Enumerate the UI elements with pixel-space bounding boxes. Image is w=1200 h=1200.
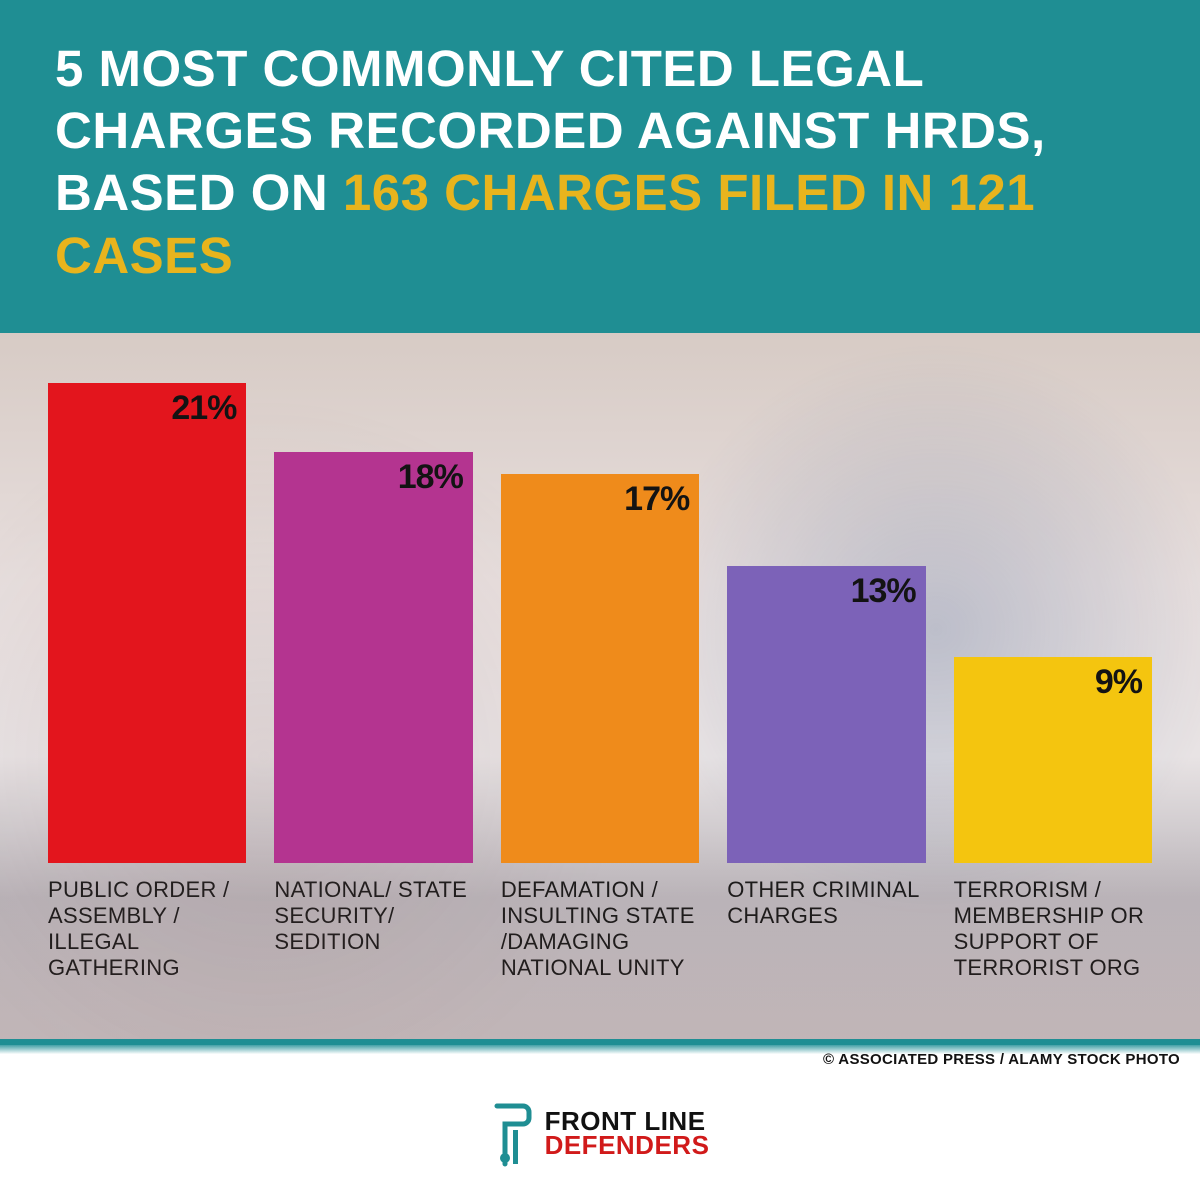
org-logo: FRONT LINE DEFENDERS xyxy=(491,1100,710,1168)
photo-credit: © ASSOCIATED PRESS / ALAMY STOCK PHOTO xyxy=(0,1045,1200,1068)
chart-area: 21% 18% 17% 13% 9% PUBLIC ORDER / ASSEMBLY /… xyxy=(0,327,1200,1045)
footer: FRONT LINE DEFENDERS xyxy=(0,1068,1200,1200)
bar-value-label: 21% xyxy=(171,389,236,428)
headline: 5 MOST COMMONLY CITED LEGAL CHARGES RECO… xyxy=(55,38,1145,287)
category-label: DEFAMATION / INSULTING STATE /DAMAGING N… xyxy=(501,877,699,981)
labels-row: PUBLIC ORDER / ASSEMBLY / ILLEGAL GATHER… xyxy=(48,877,1152,1013)
bar-value-label: 13% xyxy=(851,572,916,611)
logo-mark-icon xyxy=(491,1100,535,1168)
bar: 9% xyxy=(954,657,1152,863)
bar: 13% xyxy=(727,566,925,863)
header-band: 5 MOST COMMONLY CITED LEGAL CHARGES RECO… xyxy=(0,0,1200,327)
bar-col: 9% xyxy=(954,657,1152,863)
category-label: PUBLIC ORDER / ASSEMBLY / ILLEGAL GATHER… xyxy=(48,877,246,981)
category-label: TERRORISM / MEMBERSHIP OR SUPPORT OF TER… xyxy=(954,877,1152,981)
category-label: NATIONAL/ STATE SECURITY/ SEDITION xyxy=(274,877,472,981)
bar-col: 13% xyxy=(727,566,925,863)
bar-col: 18% xyxy=(274,452,472,863)
bar: 18% xyxy=(274,452,472,863)
infographic-root: 5 MOST COMMONLY CITED LEGAL CHARGES RECO… xyxy=(0,0,1200,1200)
category-label: OTHER CRIMINAL CHARGES xyxy=(727,877,925,981)
bar: 17% xyxy=(501,474,699,863)
logo-line2: DEFENDERS xyxy=(545,1134,710,1158)
logo-text: FRONT LINE DEFENDERS xyxy=(545,1110,710,1158)
bar-value-label: 18% xyxy=(398,458,463,497)
bar-col: 21% xyxy=(48,383,246,863)
bar-value-label: 9% xyxy=(1095,663,1142,702)
bar: 21% xyxy=(48,383,246,863)
bar-value-label: 17% xyxy=(624,480,689,519)
bar-col: 17% xyxy=(501,474,699,863)
bars-row: 21% 18% 17% 13% 9% xyxy=(48,383,1152,863)
